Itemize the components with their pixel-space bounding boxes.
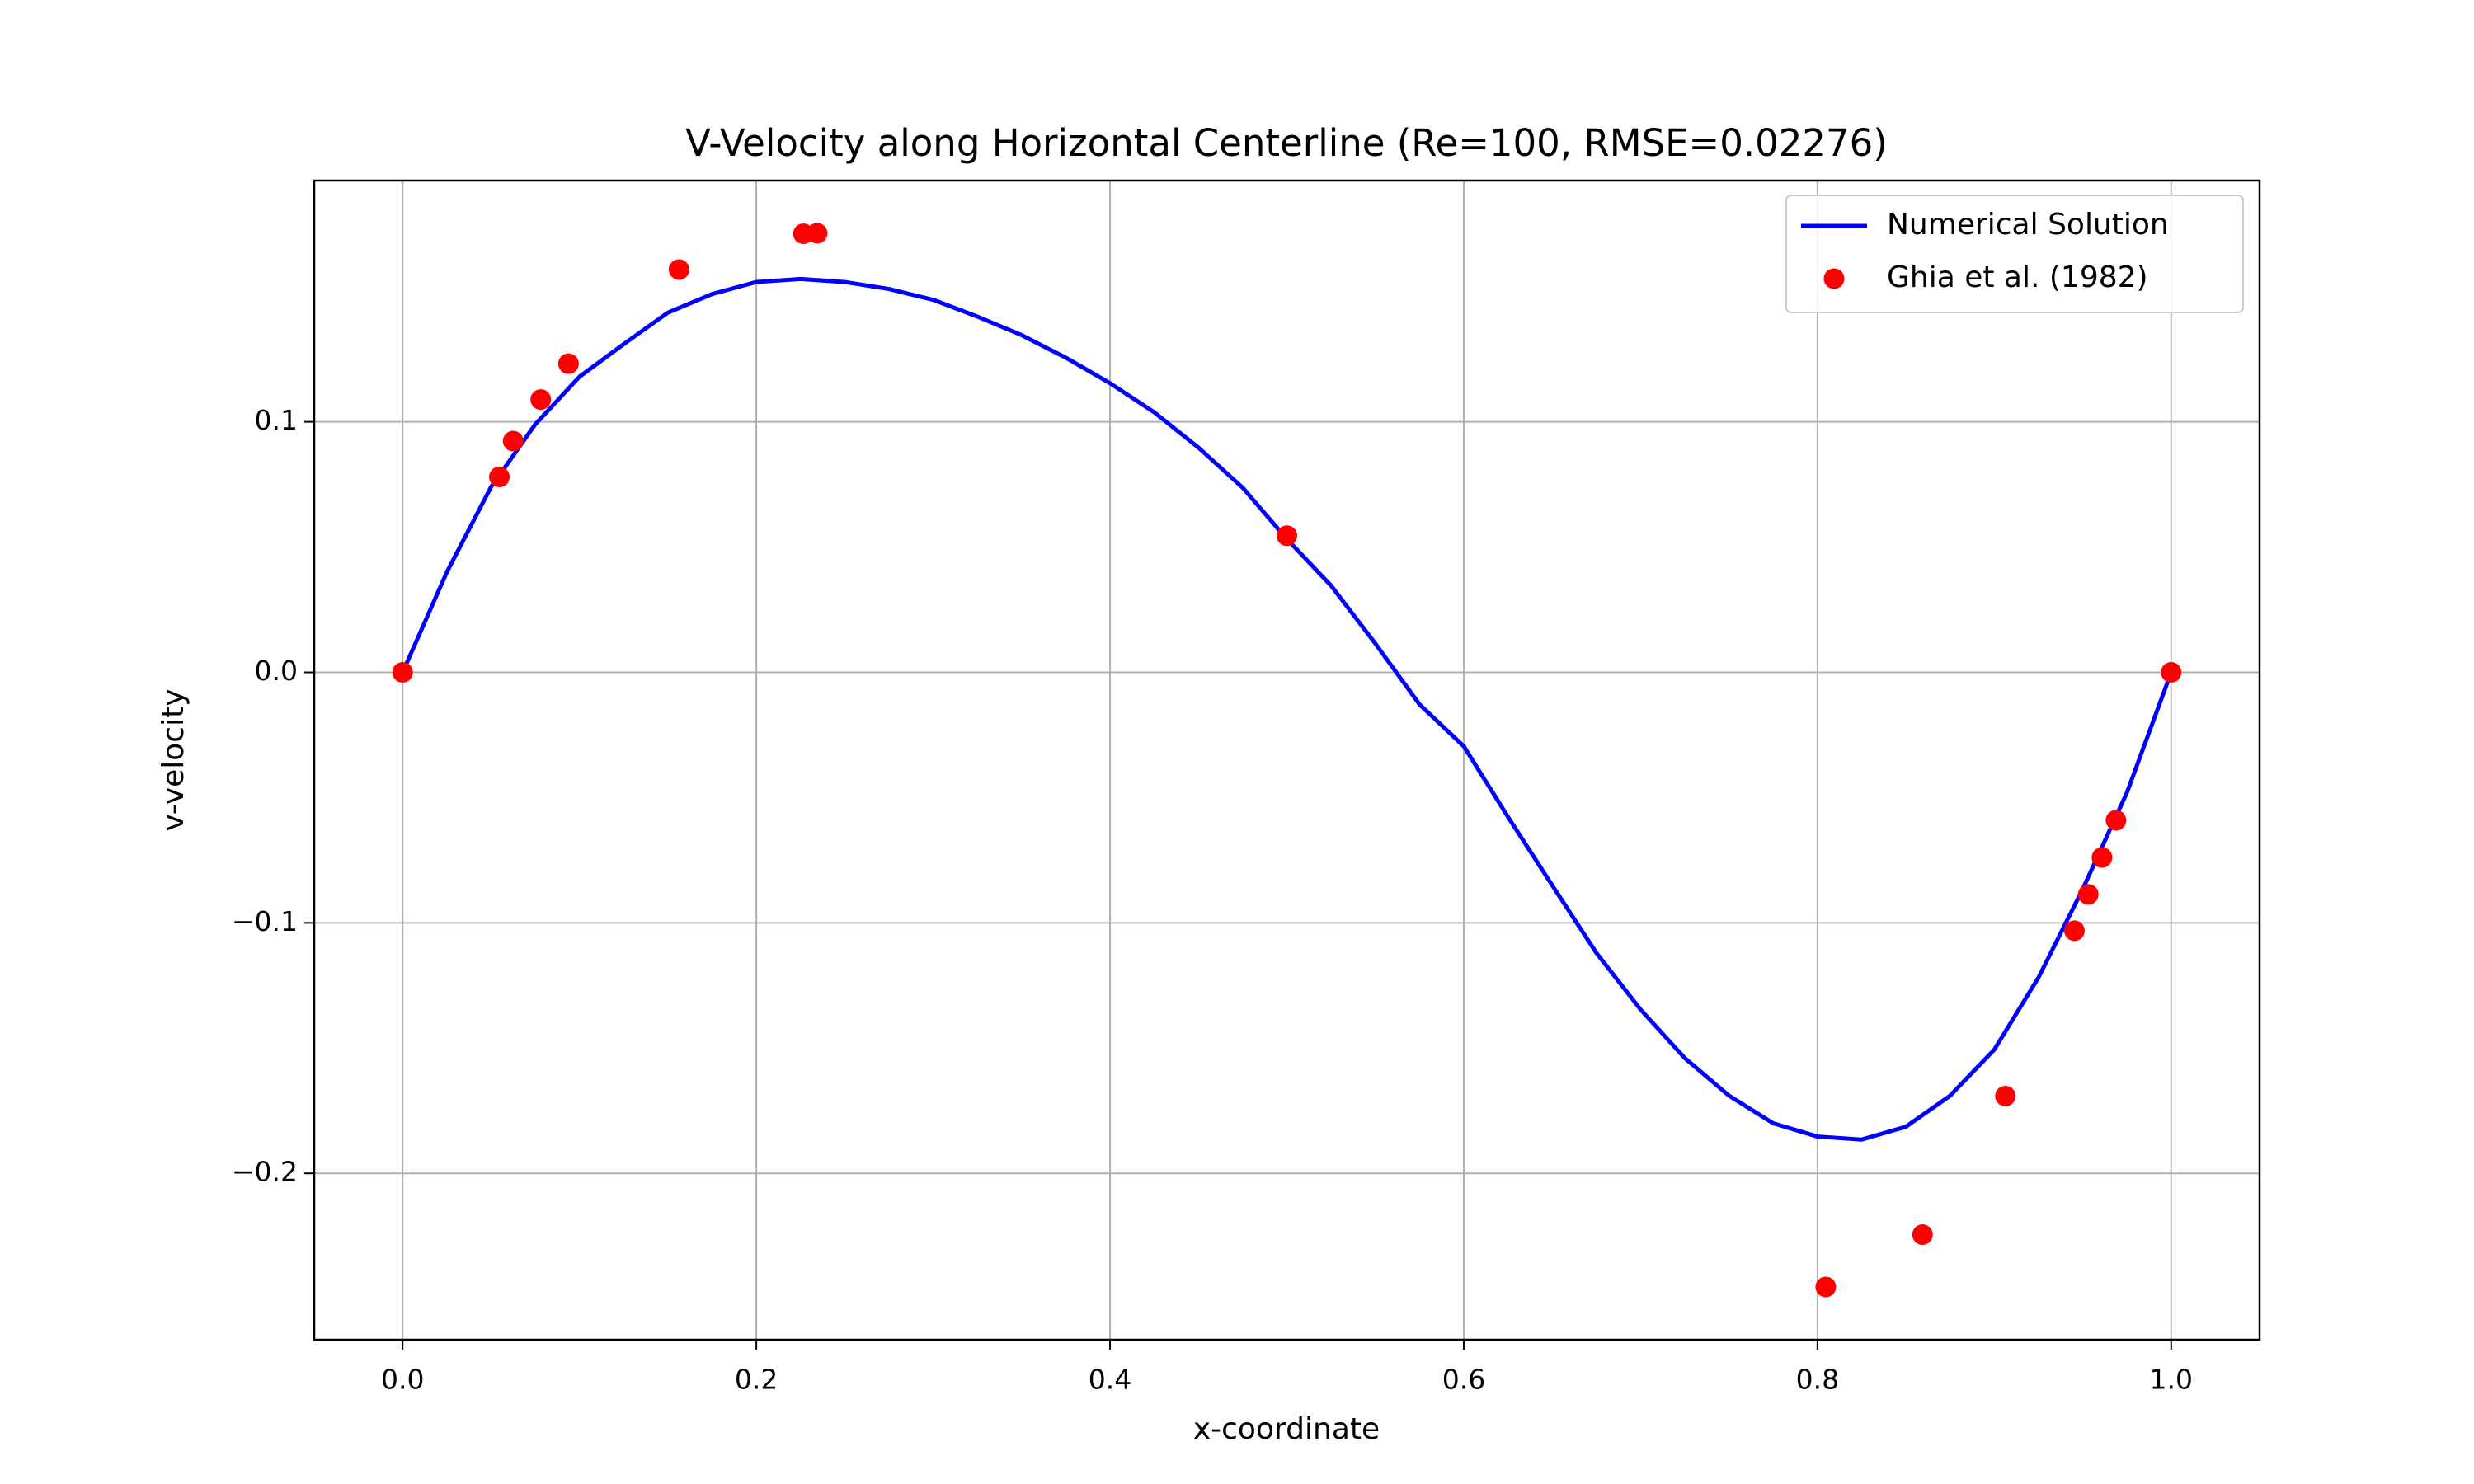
x-tick-label: 1.0 — [2150, 1364, 2193, 1396]
plot-frame — [313, 179, 2261, 1341]
data-point — [668, 259, 689, 280]
data-point — [1995, 1085, 2016, 1106]
y-tick-label: −0.2 — [232, 1156, 298, 1188]
y-axis-label: v-velocity — [157, 688, 190, 831]
data-point — [502, 430, 524, 452]
data-point — [392, 661, 413, 683]
chart-title: V-Velocity along Horizontal Centerline (… — [685, 121, 1888, 165]
data-point — [2161, 661, 2182, 683]
legend-swatch — [1823, 268, 1845, 289]
data-point — [489, 466, 510, 487]
x-tick-label: 0.6 — [1442, 1364, 1485, 1396]
legend-label: Ghia et al. (1982) — [1887, 261, 2148, 294]
data-point — [2077, 884, 2099, 905]
data-point — [1815, 1276, 1837, 1298]
x-tick-label: 0.8 — [1796, 1364, 1839, 1396]
x-tick-label: 0.4 — [1089, 1364, 1131, 1396]
y-tick-label: −0.1 — [232, 905, 298, 937]
data-point — [557, 353, 579, 374]
data-point — [2063, 920, 2085, 942]
data-point — [2105, 810, 2127, 831]
legend-box — [1785, 195, 2244, 313]
data-point — [2091, 847, 2113, 868]
x-tick-label: 0.0 — [381, 1364, 424, 1396]
x-tick-label: 0.2 — [735, 1364, 778, 1396]
data-point — [530, 389, 552, 411]
data-point — [1277, 525, 1297, 547]
data-point — [807, 223, 828, 244]
y-tick-label: 0.1 — [255, 404, 298, 436]
x-axis-label: x-coordinate — [1193, 1412, 1380, 1446]
legend-label: Numerical Solution — [1887, 208, 2169, 242]
data-point — [1912, 1224, 1933, 1246]
y-tick-label: 0.0 — [255, 655, 298, 687]
